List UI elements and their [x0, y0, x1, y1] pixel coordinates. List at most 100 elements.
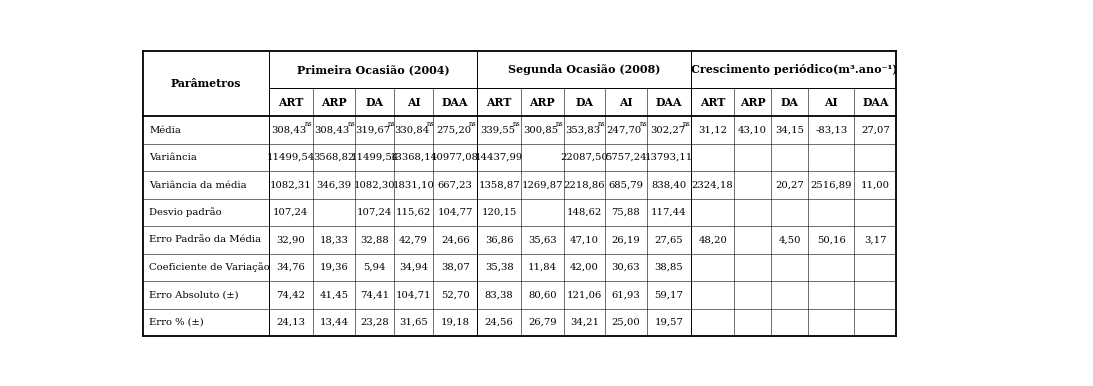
Text: ns: ns: [682, 120, 690, 128]
Text: 1269,87: 1269,87: [521, 181, 563, 190]
Text: 42,79: 42,79: [399, 235, 428, 244]
Text: Variância: Variância: [150, 153, 197, 162]
Text: 148,62: 148,62: [566, 208, 602, 217]
Text: ART: ART: [486, 96, 512, 108]
Text: 19,57: 19,57: [655, 318, 683, 327]
Text: 104,71: 104,71: [396, 290, 432, 300]
Text: 117,44: 117,44: [651, 208, 686, 217]
Text: 104,77: 104,77: [437, 208, 473, 217]
Text: ARP: ARP: [321, 96, 346, 108]
Text: 24,13: 24,13: [277, 318, 305, 327]
Text: 300,85: 300,85: [524, 125, 559, 135]
Text: 26,79: 26,79: [528, 318, 556, 327]
Text: 11499,54: 11499,54: [351, 153, 399, 162]
Text: 1082,30: 1082,30: [354, 181, 396, 190]
Text: Coeficiente de Variação: Coeficiente de Variação: [150, 262, 270, 273]
Text: 685,79: 685,79: [609, 181, 644, 190]
Text: 34,21: 34,21: [569, 318, 599, 327]
Text: ns: ns: [388, 120, 396, 128]
Text: Erro Padrão da Média: Erro Padrão da Média: [150, 235, 261, 244]
Text: ns: ns: [513, 120, 520, 128]
Text: Segunda Ocasião (2008): Segunda Ocasião (2008): [508, 64, 660, 75]
Text: 13793,11: 13793,11: [645, 153, 693, 162]
Text: 121,06: 121,06: [566, 290, 602, 300]
Text: 41,45: 41,45: [319, 290, 349, 300]
Text: Desvio padrão: Desvio padrão: [150, 208, 222, 217]
Text: 26,19: 26,19: [611, 235, 640, 244]
Text: 35,63: 35,63: [528, 235, 556, 244]
Text: 27,65: 27,65: [655, 235, 683, 244]
Text: 1831,10: 1831,10: [392, 181, 435, 190]
Text: 59,17: 59,17: [655, 290, 683, 300]
Text: 319,67: 319,67: [355, 125, 390, 135]
Text: 11,00: 11,00: [861, 181, 890, 190]
Text: 13368,14: 13368,14: [389, 153, 437, 162]
Text: 32,88: 32,88: [361, 235, 389, 244]
Text: 83,38: 83,38: [485, 290, 514, 300]
Text: 346,39: 346,39: [317, 181, 352, 190]
Text: Erro Absoluto (±): Erro Absoluto (±): [150, 290, 239, 300]
Text: Erro % (±): Erro % (±): [150, 318, 204, 327]
Text: 38,85: 38,85: [655, 263, 683, 272]
Text: 31,12: 31,12: [698, 125, 727, 135]
Text: Crescimento periódico(m³.ano⁻¹): Crescimento periódico(m³.ano⁻¹): [691, 64, 897, 75]
Text: 11,84: 11,84: [528, 263, 557, 272]
Text: AI: AI: [824, 96, 838, 108]
Text: 247,70: 247,70: [607, 125, 642, 135]
Text: 75,88: 75,88: [611, 208, 640, 217]
Text: ART: ART: [278, 96, 304, 108]
Text: 13,44: 13,44: [319, 318, 349, 327]
Text: ARP: ARP: [530, 96, 555, 108]
Text: 107,24: 107,24: [273, 208, 308, 217]
Text: 107,24: 107,24: [357, 208, 392, 217]
Text: 27,07: 27,07: [861, 125, 890, 135]
Text: AI: AI: [619, 96, 633, 108]
Text: 667,23: 667,23: [437, 181, 472, 190]
Text: 18,33: 18,33: [319, 235, 349, 244]
Text: 308,43: 308,43: [271, 125, 307, 135]
Text: 25,00: 25,00: [611, 318, 640, 327]
Text: DA: DA: [366, 96, 384, 108]
Text: 22087,50: 22087,50: [561, 153, 608, 162]
Text: 61,93: 61,93: [611, 290, 640, 300]
Text: 35,38: 35,38: [485, 263, 514, 272]
Text: 34,76: 34,76: [277, 263, 305, 272]
Text: 48,20: 48,20: [698, 235, 727, 244]
Text: Primeira Ocasião (2004): Primeira Ocasião (2004): [296, 64, 449, 75]
Text: 2218,86: 2218,86: [564, 181, 606, 190]
Text: ARP: ARP: [740, 96, 765, 108]
Text: 115,62: 115,62: [396, 208, 432, 217]
Text: AI: AI: [407, 96, 421, 108]
Text: Parâmetros: Parâmetros: [171, 78, 242, 89]
Text: 339,55: 339,55: [480, 125, 515, 135]
Text: 2324,18: 2324,18: [692, 181, 733, 190]
Text: 330,84: 330,84: [395, 125, 430, 135]
Text: 120,15: 120,15: [482, 208, 517, 217]
Text: 47,10: 47,10: [569, 235, 599, 244]
Text: 32,90: 32,90: [277, 235, 305, 244]
Text: 1358,87: 1358,87: [479, 181, 520, 190]
Text: -83,13: -83,13: [815, 125, 847, 135]
Text: 30,63: 30,63: [611, 263, 640, 272]
Text: 34,94: 34,94: [399, 263, 428, 272]
Text: 80,60: 80,60: [528, 290, 556, 300]
Text: DA: DA: [780, 96, 799, 108]
Text: 43,10: 43,10: [738, 125, 767, 135]
Text: DAA: DAA: [862, 96, 889, 108]
Text: ns: ns: [304, 120, 312, 128]
Text: ns: ns: [556, 120, 564, 128]
Text: Variância da média: Variância da média: [150, 181, 247, 190]
Text: 24,66: 24,66: [440, 235, 469, 244]
Text: DAA: DAA: [442, 96, 469, 108]
Text: 3,17: 3,17: [865, 235, 886, 244]
Text: 275,20: 275,20: [436, 125, 471, 135]
Text: 36,86: 36,86: [485, 235, 514, 244]
Text: 52,70: 52,70: [440, 290, 470, 300]
Text: 24,56: 24,56: [485, 318, 514, 327]
Text: ns: ns: [348, 120, 355, 128]
Text: DA: DA: [575, 96, 593, 108]
Text: 838,40: 838,40: [651, 181, 686, 190]
Text: 19,36: 19,36: [319, 263, 349, 272]
Text: 5757,24: 5757,24: [606, 153, 647, 162]
Text: 302,27: 302,27: [649, 125, 685, 135]
